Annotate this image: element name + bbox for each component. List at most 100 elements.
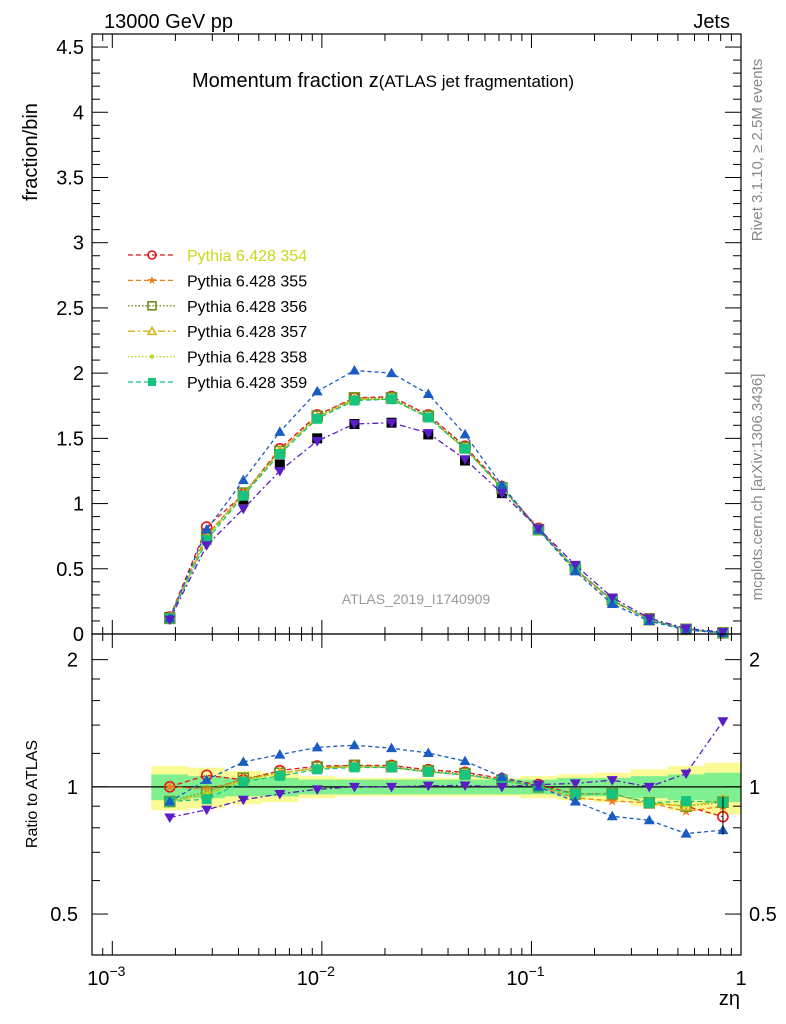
y-tick-label-main: 4.5 bbox=[56, 37, 84, 59]
series-marker bbox=[237, 795, 249, 806]
x-tick-label: 10−2 bbox=[297, 963, 335, 990]
series-marker bbox=[311, 436, 323, 447]
legend-item: Pythia 6.428 355 bbox=[128, 273, 307, 290]
series-marker bbox=[607, 788, 618, 799]
chart-title-suffix: (ATLAS jet fragmentation) bbox=[379, 72, 574, 91]
series-line bbox=[169, 398, 723, 634]
series-marker bbox=[201, 535, 212, 546]
series-marker bbox=[348, 420, 360, 430]
series-marker bbox=[386, 762, 397, 773]
series-marker bbox=[607, 795, 618, 806]
legend-item: Pythia 6.428 359 bbox=[128, 375, 307, 392]
series-marker bbox=[274, 749, 286, 759]
series-marker bbox=[237, 504, 249, 515]
series-marker bbox=[717, 628, 729, 638]
series-marker bbox=[459, 755, 471, 766]
series-marker bbox=[274, 790, 286, 800]
series-marker bbox=[164, 796, 176, 806]
series-marker bbox=[349, 762, 360, 773]
mcplots-side-label: mcplots.cern.ch [arXiv:1306.3436] bbox=[749, 374, 766, 601]
x-tick-label-base: 10 bbox=[506, 968, 528, 990]
analysis-id-label: ATLAS_2019_I1740909 bbox=[342, 591, 491, 607]
ratio-y-tick-label-right: 0.5 bbox=[749, 904, 777, 926]
ratio-y-tick-label: 2 bbox=[67, 650, 78, 672]
series-marker bbox=[201, 774, 213, 784]
series-marker bbox=[349, 395, 360, 406]
series-marker bbox=[606, 776, 618, 786]
chart-title: Momentum fraction z(ATLAS jet fragmentat… bbox=[192, 70, 574, 92]
series-marker bbox=[201, 524, 213, 534]
y-tick-label-main: 0.5 bbox=[56, 559, 84, 581]
legend-item: Pythia 6.428 358 bbox=[128, 350, 307, 367]
series-marker bbox=[644, 797, 655, 808]
main-panel bbox=[91, 33, 742, 639]
series-marker bbox=[606, 810, 618, 821]
series-marker bbox=[311, 785, 323, 795]
series-ratio-line bbox=[169, 765, 723, 813]
series-marker bbox=[422, 747, 434, 757]
series-marker bbox=[496, 489, 508, 499]
series-marker bbox=[570, 789, 581, 800]
series-marker bbox=[496, 479, 508, 490]
series-marker bbox=[164, 781, 175, 792]
series-marker bbox=[348, 782, 360, 793]
series-marker bbox=[422, 388, 434, 398]
ratio-y-tick-label-right: 2 bbox=[749, 650, 760, 672]
series-marker bbox=[422, 781, 434, 792]
process-label: Jets bbox=[693, 11, 730, 33]
y-tick-label-main: 1.5 bbox=[56, 428, 84, 450]
series-marker bbox=[201, 805, 213, 816]
series-marker bbox=[274, 426, 286, 436]
series-marker bbox=[348, 739, 360, 750]
legend-item: Pythia 6.428 354 bbox=[128, 248, 307, 265]
y-axis-label-ratio: Ratio to ATLAS bbox=[24, 740, 41, 848]
series-marker bbox=[496, 782, 508, 793]
series-marker bbox=[147, 250, 157, 260]
legend-label: Pythia 6.428 357 bbox=[187, 324, 307, 341]
series-marker bbox=[717, 717, 729, 727]
series-ratio-8 bbox=[164, 717, 729, 824]
series-marker bbox=[348, 365, 360, 375]
series-marker bbox=[680, 769, 692, 780]
series-marker bbox=[146, 325, 158, 336]
legend-label: Pythia 6.428 356 bbox=[187, 299, 307, 316]
energy-label: 13000 GeV pp bbox=[104, 11, 233, 33]
chart-title-main: Momentum fraction z bbox=[192, 70, 379, 92]
x-tick-label-base: 1 bbox=[735, 968, 746, 990]
y-tick-label-main: 3.5 bbox=[56, 167, 84, 189]
series-marker bbox=[386, 742, 398, 753]
y-axis-label-main: fraction/bin bbox=[20, 103, 42, 201]
x-tick-label: 1 bbox=[735, 968, 746, 990]
series-marker bbox=[459, 781, 471, 791]
series-marker bbox=[460, 769, 471, 780]
series-marker bbox=[606, 598, 618, 608]
ratio-panel bbox=[91, 633, 742, 956]
legend-label: Pythia 6.428 358 bbox=[187, 350, 307, 367]
series-ratio-line bbox=[169, 765, 724, 807]
series-marker bbox=[147, 300, 157, 311]
y-tick-label-main: 3 bbox=[73, 233, 84, 255]
series-line bbox=[169, 369, 723, 634]
series-marker bbox=[680, 624, 692, 634]
series-marker bbox=[643, 782, 655, 793]
series-ratio-line bbox=[169, 744, 723, 835]
x-tick-label-exponent: −3 bbox=[109, 963, 125, 979]
series-marker bbox=[643, 814, 655, 825]
series-marker bbox=[569, 796, 581, 806]
series-marker bbox=[274, 466, 286, 477]
legend-item: Pythia 6.428 357 bbox=[128, 324, 307, 341]
series-marker bbox=[311, 741, 323, 752]
legend-item: Pythia 6.428 356 bbox=[128, 299, 307, 316]
y-tick-label-main: 2 bbox=[73, 363, 84, 385]
x-tick-label: 10−3 bbox=[87, 963, 125, 990]
series-marker bbox=[238, 776, 249, 787]
series-marker bbox=[164, 615, 176, 626]
x-tick-label-exponent: −1 bbox=[529, 963, 545, 979]
legend: Pythia 6.428 354 Pythia 6.428 355 Pythia 6… bbox=[128, 248, 307, 392]
rivet-side-label: Rivet 3.1.10, ≥ 2.5M events bbox=[749, 59, 766, 242]
x-axis-label: zη bbox=[719, 988, 740, 1010]
series-marker bbox=[532, 524, 544, 534]
series-marker bbox=[423, 766, 434, 777]
series-marker bbox=[386, 418, 398, 429]
